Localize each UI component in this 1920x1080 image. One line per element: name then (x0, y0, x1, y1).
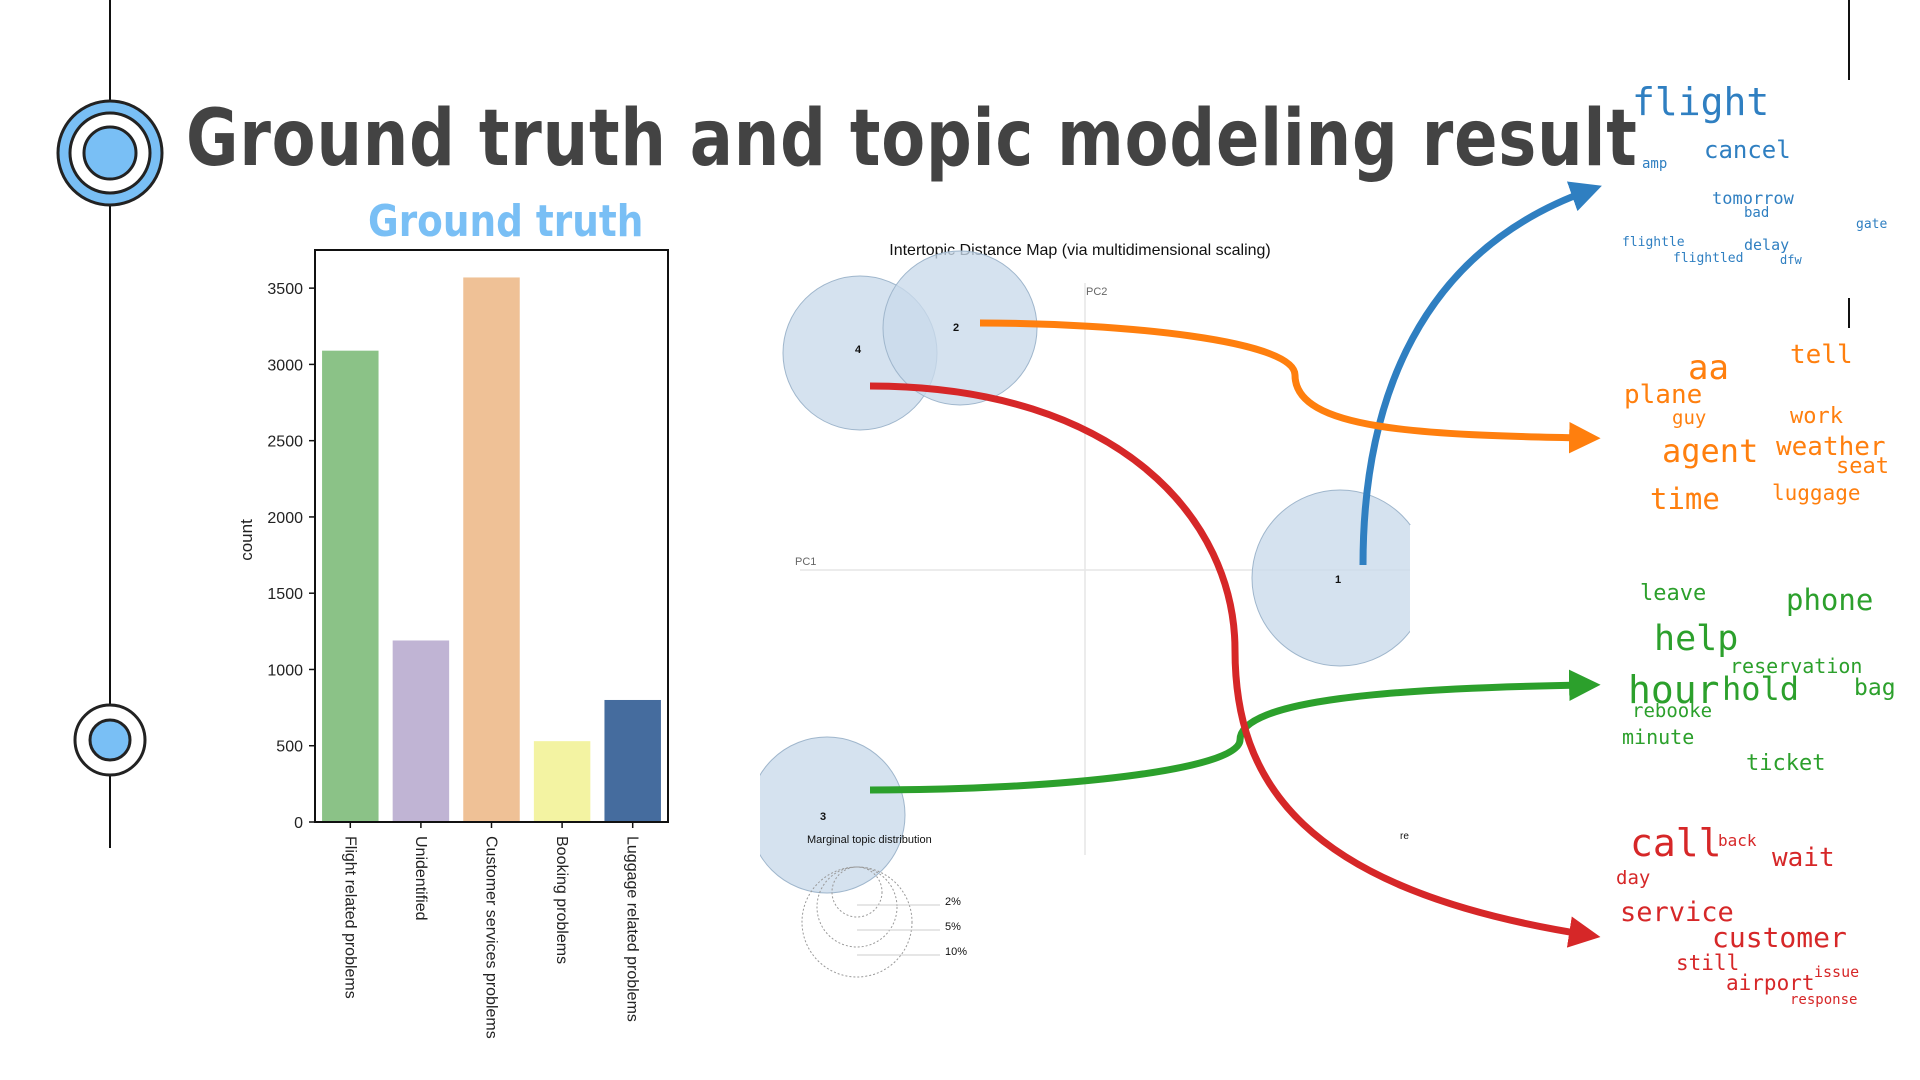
word: tell (1790, 340, 1853, 370)
topic-bubble-1[interactable] (1251, 489, 1420, 667)
bar-unidentified (392, 640, 450, 822)
word: flightle (1622, 235, 1685, 250)
word: seat (1836, 454, 1889, 479)
arrow-topic1-to-blue (1359, 181, 1602, 566)
arrow-topic4-to-red (869, 382, 1601, 948)
y-tick-label: 1500 (267, 586, 303, 603)
word: hour (1628, 668, 1720, 712)
word-cloud-blue: flight cancel amp tomorrow bad gate flig… (1600, 70, 1900, 290)
word: dfw (1780, 253, 1802, 267)
word: tomorrow (1712, 189, 1794, 209)
word: back (1718, 831, 1757, 850)
right-rule-top (1848, 0, 1850, 80)
topic-label-3: 3 (820, 811, 826, 823)
x-axis-labels: Flight related problems Unidentified Custo… (341, 822, 641, 1039)
pc2-label: PC2 (1086, 286, 1107, 298)
word: airport (1726, 971, 1815, 995)
topic-bubbles: 4 2 1 3 (760, 250, 1420, 894)
y-axis-label: count (237, 519, 256, 561)
word: phone (1786, 583, 1874, 617)
word: wait (1772, 843, 1835, 873)
legend-value-5pct: 5% (945, 921, 961, 933)
legend-value-10pct: 10% (945, 946, 967, 958)
word-cloud-green: leave phone help reservation hour hold b… (1600, 575, 1900, 785)
word: plane (1624, 380, 1703, 410)
word: aa (1688, 348, 1729, 388)
timeline-node-small (73, 703, 147, 777)
bar-booking-problems (533, 741, 591, 822)
bar-flight-related-problems (322, 350, 379, 822)
topic-label-2: 2 (953, 322, 959, 334)
word: ticket (1746, 751, 1826, 776)
topic-bubble-3[interactable] (760, 736, 906, 894)
word: flightled (1673, 251, 1744, 266)
word: call (1630, 821, 1722, 865)
right-rule-mid (1848, 298, 1850, 328)
ground-truth-subtitle: Ground truth (368, 196, 644, 247)
word: cancel (1704, 136, 1791, 164)
x-tick-label: Booking problems (553, 836, 570, 964)
word: weather (1776, 432, 1886, 462)
word: delay (1744, 236, 1790, 254)
y-tick-label: 1000 (267, 662, 303, 679)
word-cloud-red: call back wait day service customer stil… (1600, 815, 1900, 1015)
x-tick-label: Unidentified (412, 836, 429, 921)
topic-bubble-2[interactable] (882, 250, 1038, 406)
arrow-topic2-to-orange (979, 319, 1601, 454)
word: customer (1712, 921, 1847, 954)
y-tick-label: 0 (294, 815, 303, 832)
pc1-label: PC1 (795, 556, 816, 568)
word: hold (1722, 670, 1800, 708)
word: day (1616, 867, 1651, 889)
y-tick-label: 2000 (267, 510, 303, 527)
word: work (1790, 404, 1843, 429)
word: leave (1640, 581, 1707, 606)
timeline-node-large (56, 99, 164, 207)
word: issue (1814, 963, 1860, 981)
word: agent (1662, 432, 1759, 470)
y-tick-label: 3500 (267, 281, 303, 298)
word: flight (1632, 80, 1770, 124)
marginal-distribution-legend: Marginal topic distribution 2% 5% 10% (801, 834, 967, 978)
legend-title: Marginal topic distribution (807, 834, 932, 846)
word: time (1650, 482, 1720, 516)
bars-group (322, 277, 661, 822)
plot-frame (314, 249, 669, 823)
word: service (1620, 897, 1734, 928)
y-axis-ticks: 0 500 1000 1500 2000 2500 3000 3500 (267, 281, 315, 832)
topic-label-4: 4 (855, 344, 862, 356)
word: rebooke (1632, 700, 1713, 722)
topic-label-1: 1 (1335, 574, 1341, 586)
word: minute (1622, 725, 1695, 749)
word: response (1790, 992, 1858, 1008)
word: amp (1642, 156, 1668, 172)
intertopic-distance-map: Intertopic Distance Map (via multidimens… (760, 242, 1420, 978)
y-tick-label: 500 (276, 739, 303, 756)
x-tick-label: Luggage related problems (624, 836, 641, 1022)
arrow-topic3-to-green (869, 669, 1601, 794)
stray-label: re (1400, 831, 1409, 842)
map-clip-mask (1410, 525, 1420, 645)
word-cloud-orange: aa tell plane guy work agent weather sea… (1600, 330, 1900, 530)
word: help (1654, 619, 1739, 659)
timeline-decoration (56, 0, 164, 848)
legend-value-2pct: 2% (945, 896, 961, 908)
x-tick-label: Flight related problems (341, 836, 358, 999)
word: still (1676, 951, 1740, 975)
x-tick-label: Customer services problems (483, 836, 500, 1039)
y-tick-label: 3000 (267, 357, 303, 374)
word: gate (1856, 217, 1888, 232)
word: reservation (1730, 654, 1863, 678)
ground-truth-bar-chart: count 0 500 1000 1500 2000 2500 3000 3500 Fligh… (237, 249, 669, 1039)
slide-title: Ground truth and topic modeling result (186, 94, 1638, 184)
bar-customer-services-problems (463, 277, 520, 822)
word: bad (1744, 205, 1770, 221)
word: guy (1672, 407, 1707, 429)
word: bag (1854, 675, 1896, 701)
word: luggage (1772, 481, 1861, 505)
bar-luggage-related-problems (604, 699, 661, 822)
y-tick-label: 2500 (267, 434, 303, 451)
